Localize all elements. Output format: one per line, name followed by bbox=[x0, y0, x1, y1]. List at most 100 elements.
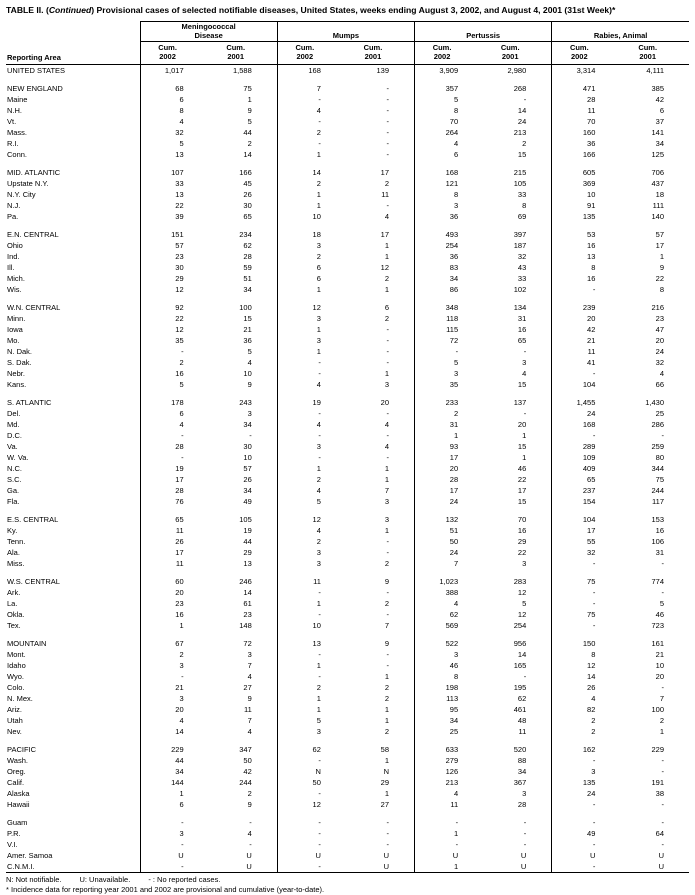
value-cell: U bbox=[139, 849, 209, 861]
value-cell: 23 bbox=[139, 597, 209, 609]
value-cell: 11 bbox=[414, 798, 484, 810]
value-cell: 34 bbox=[414, 714, 484, 726]
reporting-area-cell: Nebr. bbox=[7, 368, 25, 378]
value-cell: 59 bbox=[243, 262, 252, 272]
sub-header-row: Cum. 2002 Cum. 2001 Cum. 2002 Cum. 2001 Cum.… bbox=[6, 41, 689, 65]
value-cell: 388 bbox=[414, 586, 484, 598]
value-cell: 4 bbox=[551, 692, 621, 704]
value-cell: 15 bbox=[517, 496, 527, 506]
value-cell: 385 bbox=[651, 83, 664, 93]
reporting-area-cell: Ariz. bbox=[7, 704, 22, 714]
spacer-cell bbox=[276, 630, 346, 638]
value-cell: 166 bbox=[551, 148, 621, 160]
value-cell: 956 bbox=[513, 638, 527, 648]
value-cell: 31 bbox=[655, 547, 664, 557]
reporting-area-cell: Tex. bbox=[7, 620, 21, 630]
value-cell: 69 bbox=[517, 211, 527, 221]
value-cell: - bbox=[551, 798, 621, 810]
reporting-area-cell: Conn. bbox=[7, 149, 28, 159]
value-cell: 17 bbox=[139, 546, 209, 558]
spacer-row bbox=[6, 221, 689, 229]
table-row: Guam - - - - - - - - bbox=[6, 816, 689, 828]
value-cell: 34 bbox=[243, 419, 252, 429]
spacer-cell bbox=[483, 295, 552, 302]
value-cell: 5 bbox=[247, 116, 252, 126]
value-cell: 244 bbox=[239, 777, 252, 787]
value-cell: 520 bbox=[513, 744, 527, 754]
value-cell: - bbox=[276, 860, 346, 873]
value-cell: 1 bbox=[139, 787, 209, 799]
value-cell: 22 bbox=[517, 474, 527, 484]
value-cell: 243 bbox=[239, 397, 252, 407]
reporting-area-cell: Ark. bbox=[7, 587, 21, 597]
value-cell: 15 bbox=[243, 313, 252, 323]
value-cell: 5 bbox=[414, 356, 484, 368]
value-cell: 3 bbox=[414, 199, 484, 211]
value-cell: 80 bbox=[655, 452, 664, 462]
value-cell: - bbox=[414, 816, 484, 828]
col-header-cum-2001: Cum. 2001 bbox=[208, 41, 278, 65]
value-cell: 51 bbox=[414, 524, 484, 536]
table-row: Vt. 4 5 - - 70 24 70 37 bbox=[6, 115, 689, 127]
reporting-area-cell: Upstate N.Y. bbox=[7, 178, 49, 188]
value-cell: 92 bbox=[139, 301, 209, 313]
value-cell: 237 bbox=[551, 484, 621, 496]
spacer-cell bbox=[276, 221, 346, 229]
value-cell: 461 bbox=[513, 704, 527, 714]
value-cell: 1 bbox=[276, 283, 346, 295]
value-cell: 60 bbox=[139, 575, 209, 587]
value-cell: 34 bbox=[655, 138, 664, 148]
value-cell: 11 bbox=[243, 704, 252, 714]
title-continued: Continued bbox=[48, 5, 92, 15]
value-cell: 4 bbox=[276, 418, 346, 430]
value-cell: - bbox=[551, 367, 621, 379]
value-cell: 25 bbox=[414, 725, 484, 737]
value-cell: 2 bbox=[551, 725, 621, 737]
value-cell: 11 bbox=[551, 104, 621, 116]
value-cell: 13 bbox=[139, 148, 209, 160]
value-cell: 4 bbox=[247, 357, 252, 367]
value-cell: 3 bbox=[522, 788, 527, 798]
value-cell: 57 bbox=[243, 463, 252, 473]
value-cell: 2 bbox=[414, 407, 484, 419]
value-cell: 33 bbox=[517, 189, 527, 199]
value-cell: 135 bbox=[551, 776, 621, 788]
table-row: Va. 28 30 3 4 93 15 289 259 bbox=[6, 440, 689, 452]
value-cell: 44 bbox=[139, 754, 209, 766]
spacer-row bbox=[6, 506, 689, 514]
reporting-area-cell: Ala. bbox=[7, 547, 20, 557]
value-cell: 4 bbox=[139, 714, 209, 726]
value-cell: 24 bbox=[655, 346, 664, 356]
value-cell: 8 bbox=[414, 188, 484, 200]
value-cell: 23 bbox=[243, 609, 252, 619]
value-cell: - bbox=[551, 619, 621, 631]
value-cell: 4 bbox=[384, 419, 389, 429]
value-cell: 57 bbox=[655, 229, 664, 239]
spacer-cell bbox=[6, 295, 140, 302]
reporting-area-cell: Mont. bbox=[7, 649, 26, 659]
reporting-area-cell: UNITED STATES bbox=[7, 65, 66, 75]
value-cell: 168 bbox=[551, 418, 621, 430]
value-cell: 111 bbox=[652, 200, 664, 210]
value-cell: 2 bbox=[276, 126, 346, 138]
value-cell: 58 bbox=[380, 744, 389, 754]
spacer-row bbox=[6, 159, 689, 167]
reporting-area-cell: P.R. bbox=[7, 828, 21, 838]
value-cell: 1 bbox=[384, 755, 389, 765]
value-cell: - bbox=[249, 839, 252, 849]
value-cell: - bbox=[386, 83, 390, 93]
value-cell: 51 bbox=[243, 273, 252, 283]
spacer-cell bbox=[620, 569, 689, 576]
table-row: MOUNTAIN 67 72 13 9 522 956 150 161 bbox=[6, 637, 689, 649]
table-row: Mich. 29 51 6 2 34 33 16 22 bbox=[6, 272, 689, 284]
spacer-cell bbox=[346, 390, 415, 397]
spacer-row bbox=[6, 736, 689, 744]
spacer-cell bbox=[551, 159, 621, 167]
value-cell: 20 bbox=[655, 335, 664, 345]
col-group-rabies-animal: Rabies, Animal bbox=[551, 21, 689, 43]
table-row: Idaho 3 7 1 - 46 165 12 10 bbox=[6, 659, 689, 671]
spacer-cell bbox=[139, 221, 209, 229]
value-cell: - bbox=[276, 367, 346, 379]
value-cell: - bbox=[276, 608, 346, 620]
value-cell: 25 bbox=[655, 408, 664, 418]
